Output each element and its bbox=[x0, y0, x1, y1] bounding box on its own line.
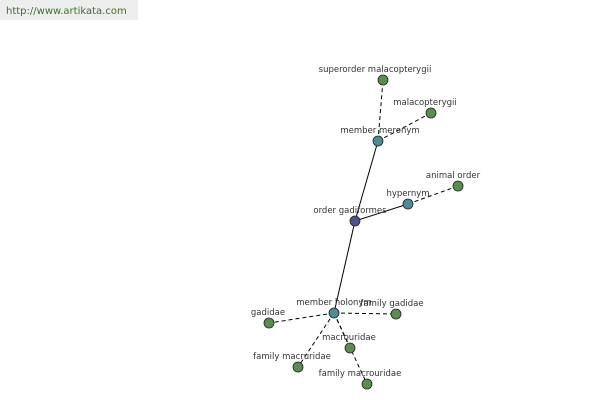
node[interactable] bbox=[425, 107, 437, 119]
node[interactable] bbox=[361, 378, 373, 390]
node-label: macrouridae bbox=[322, 333, 376, 343]
node[interactable] bbox=[263, 317, 275, 329]
node-label: animal order bbox=[426, 171, 481, 181]
edge bbox=[377, 79, 384, 142]
header-url: http://www.artikata.com bbox=[6, 6, 127, 17]
node[interactable] bbox=[328, 307, 340, 319]
node[interactable] bbox=[377, 74, 389, 86]
edge bbox=[354, 203, 409, 222]
node-label: hypernym bbox=[386, 189, 429, 199]
edge bbox=[297, 312, 335, 368]
header-box bbox=[0, 0, 138, 20]
edge bbox=[354, 140, 379, 222]
edge bbox=[333, 312, 397, 315]
node[interactable] bbox=[292, 361, 304, 373]
node[interactable] bbox=[452, 180, 464, 192]
node-label: member meronym bbox=[340, 126, 419, 136]
node[interactable] bbox=[349, 215, 361, 227]
node-label: family gadidae bbox=[360, 299, 423, 309]
node[interactable] bbox=[402, 198, 414, 210]
node-label: order gadiformes bbox=[313, 206, 387, 216]
node[interactable] bbox=[390, 308, 402, 320]
edge bbox=[268, 312, 335, 324]
node-label: family macrouridae bbox=[319, 369, 402, 379]
edge bbox=[407, 185, 459, 205]
node-label: family macruridae bbox=[253, 352, 331, 362]
node-label: superorder malacopterygii bbox=[319, 65, 432, 75]
node-label: member holonym bbox=[296, 298, 371, 308]
node[interactable] bbox=[344, 342, 356, 354]
node-label: malacopterygii bbox=[393, 98, 457, 108]
edge bbox=[333, 220, 356, 314]
node[interactable] bbox=[372, 135, 384, 147]
edge bbox=[333, 312, 368, 385]
node-label: gadidae bbox=[251, 308, 285, 318]
edge bbox=[377, 112, 432, 142]
